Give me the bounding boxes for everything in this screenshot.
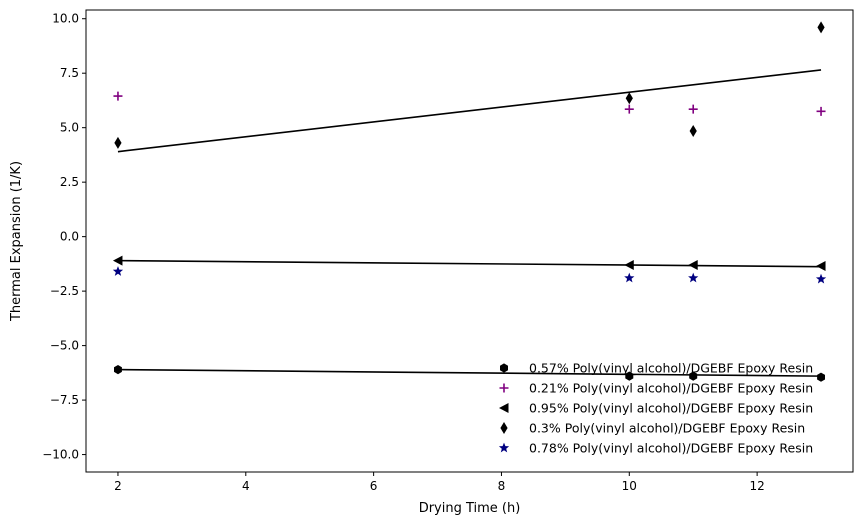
data-point xyxy=(625,371,634,381)
legend-marker xyxy=(500,363,508,373)
legend-marker xyxy=(498,442,510,453)
y-tick-label: −5.0 xyxy=(50,339,79,353)
x-tick-label: 8 xyxy=(498,479,506,493)
legend-item: 0.78% Poly(vinyl alcohol)/DGEBF Epoxy Re… xyxy=(498,441,813,456)
trend-line xyxy=(117,69,822,153)
data-point xyxy=(114,136,122,149)
data-point xyxy=(624,272,635,283)
x-tick-label: 6 xyxy=(370,479,378,493)
data-point xyxy=(816,261,826,272)
legend-label: 0.3% Poly(vinyl alcohol)/DGEBF Epoxy Res… xyxy=(529,421,805,436)
x-tick-label: 2 xyxy=(114,479,122,493)
data-point xyxy=(625,92,633,105)
data-point xyxy=(816,106,826,116)
data-point xyxy=(688,104,698,114)
data-point xyxy=(815,273,827,284)
y-tick-label: 5.0 xyxy=(60,121,79,135)
trend-line xyxy=(117,259,822,268)
legend-marker xyxy=(499,383,509,393)
legend-item: 0.95% Poly(vinyl alcohol)/DGEBF Epoxy Re… xyxy=(499,401,813,416)
x-tick-label: 10 xyxy=(622,479,637,493)
y-tick-label: 7.5 xyxy=(60,66,79,80)
data-point xyxy=(688,272,699,283)
data-point xyxy=(112,266,124,276)
y-tick-label: 0.0 xyxy=(60,230,79,244)
legend-marker xyxy=(499,403,509,413)
legend-label: 0.95% Poly(vinyl alcohol)/DGEBF Epoxy Re… xyxy=(529,401,813,416)
trend-line xyxy=(117,368,822,377)
data-point xyxy=(689,371,698,381)
y-tick-label: −7.5 xyxy=(50,393,79,407)
data-point xyxy=(113,91,123,101)
data-point xyxy=(688,259,698,270)
markers xyxy=(112,21,827,382)
legend: 0.57% Poly(vinyl alcohol)/DGEBF Epoxy Re… xyxy=(498,361,813,456)
legend-item: 0.21% Poly(vinyl alcohol)/DGEBF Epoxy Re… xyxy=(499,381,813,396)
data-point xyxy=(114,365,122,375)
data-point xyxy=(624,104,634,114)
legend-label: 0.78% Poly(vinyl alcohol)/DGEBF Epoxy Re… xyxy=(529,441,813,456)
y-axis-label: Thermal Expansion (1/K) xyxy=(9,161,24,322)
x-axis-label: Drying Time (h) xyxy=(419,501,521,516)
data-point xyxy=(817,21,825,34)
legend-label: 0.21% Poly(vinyl alcohol)/DGEBF Epoxy Re… xyxy=(529,381,813,396)
y-tick-label: 10.0 xyxy=(52,12,79,26)
plot-frame xyxy=(85,9,854,473)
data-point xyxy=(817,372,825,382)
y-tick-label: 2.5 xyxy=(60,175,79,189)
legend-item: 0.3% Poly(vinyl alcohol)/DGEBF Epoxy Res… xyxy=(500,421,805,436)
data-point xyxy=(624,259,634,270)
y-tick-label: −10.0 xyxy=(42,448,79,462)
legend-label: 0.57% Poly(vinyl alcohol)/DGEBF Epoxy Re… xyxy=(529,361,813,376)
y-axis-ticks: −10.0 −7.5 −5.0 −2.5 0.0 2.5 5.0 7.5 10.0 xyxy=(42,12,86,462)
y-tick-label: −2.5 xyxy=(50,284,79,298)
data-point xyxy=(112,255,123,266)
legend-item: 0.57% Poly(vinyl alcohol)/DGEBF Epoxy Re… xyxy=(500,361,813,376)
trendlines xyxy=(117,69,822,377)
x-tick-label: 4 xyxy=(242,479,250,493)
plot-area xyxy=(86,10,853,472)
legend-marker xyxy=(500,422,508,434)
x-tick-label: 12 xyxy=(749,479,764,493)
data-point xyxy=(689,124,697,137)
x-axis-ticks: 2 4 6 8 10 12 xyxy=(114,472,765,493)
